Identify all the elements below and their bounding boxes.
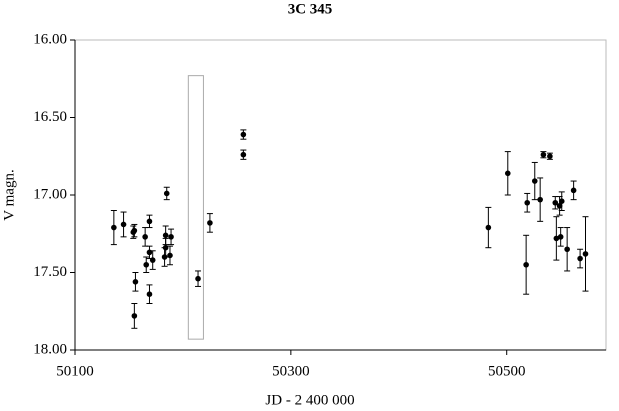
y-tick-label: 16.00 [33, 31, 67, 47]
data-point [120, 221, 127, 228]
data-point [485, 224, 492, 231]
data-point [577, 255, 583, 262]
y-tick-label: 17.00 [33, 186, 67, 202]
x-axis-label: JD - 2 400 000 [265, 392, 354, 408]
y-tick-label: 18.00 [33, 341, 67, 357]
data-point [570, 187, 577, 194]
data-point [504, 170, 511, 177]
data-point [240, 131, 247, 138]
highlight-box [187, 75, 204, 340]
data-point [523, 261, 529, 268]
data-point [163, 190, 170, 197]
x-tick-label: 50100 [56, 363, 94, 379]
data-point [162, 232, 169, 239]
data-point [111, 224, 117, 231]
data-point [552, 199, 559, 206]
plot-frame [74, 39, 607, 351]
data-point [207, 220, 213, 226]
data-point [131, 313, 138, 319]
data-point [143, 261, 150, 268]
data-point [537, 196, 543, 203]
data-point [240, 151, 247, 158]
data-point [168, 234, 174, 240]
data-point [146, 291, 153, 298]
data-point [558, 198, 565, 204]
data-point [149, 257, 156, 263]
data-point [557, 234, 564, 240]
data-point [167, 252, 173, 259]
data-point [556, 203, 563, 209]
data-point [564, 246, 570, 253]
data-point [132, 279, 139, 285]
x-tick-label: 50300 [272, 363, 310, 379]
y-tick-label: 16.50 [33, 109, 67, 125]
data-point [524, 199, 531, 206]
data-point [531, 178, 538, 184]
data-point [540, 151, 547, 158]
data-point [142, 234, 148, 240]
data-point [146, 218, 153, 225]
chart-title: 3C 345 [288, 1, 333, 17]
y-tick-label: 17.50 [33, 264, 67, 280]
data-point [131, 227, 138, 234]
y-axis-label: V magn. [1, 169, 17, 220]
data-point [553, 235, 560, 242]
data-point [547, 153, 553, 160]
data-point [582, 251, 589, 257]
data-point [195, 275, 201, 282]
x-tick-label: 50500 [488, 363, 526, 379]
